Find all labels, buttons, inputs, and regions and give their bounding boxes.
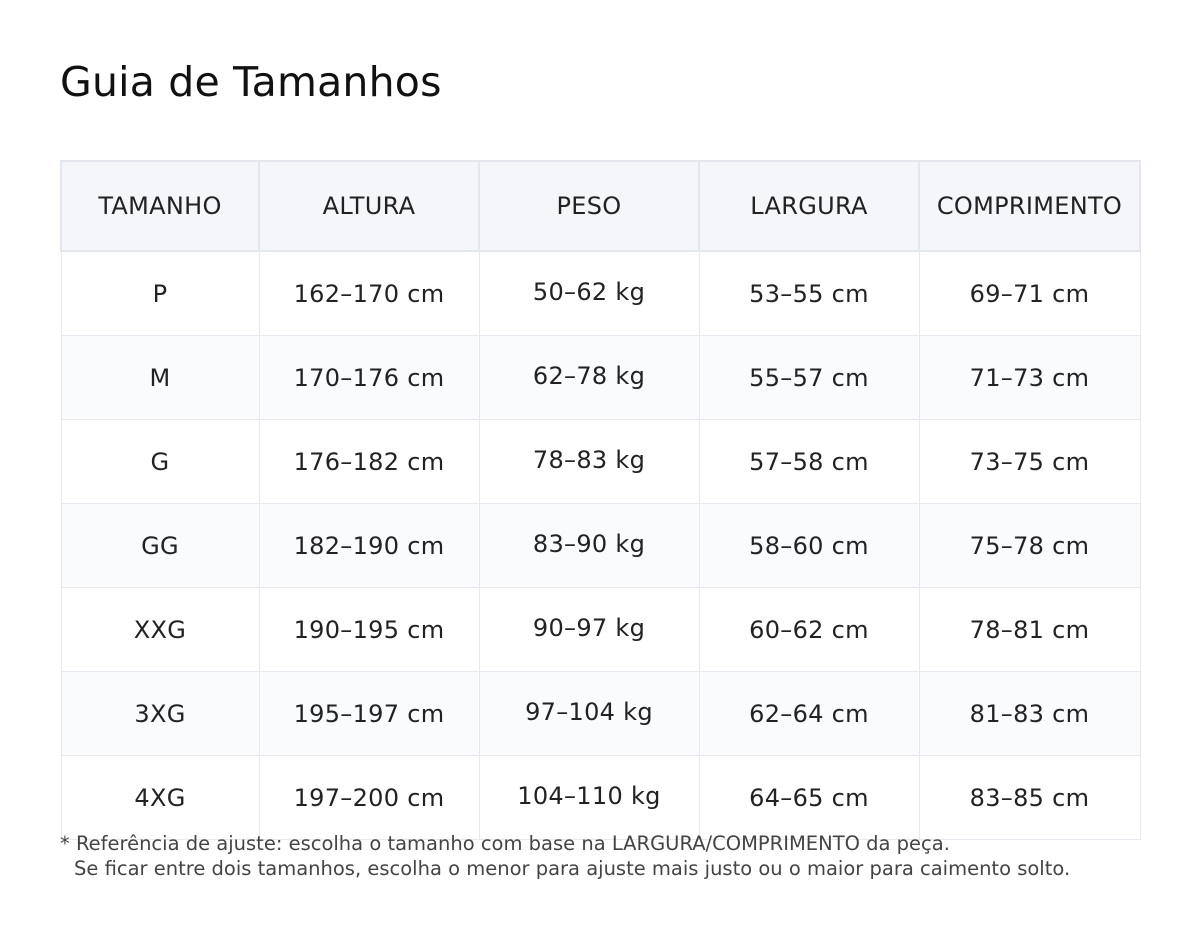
table-row: XXG 190–195 cm 90–97 kg 60–62 cm 78–81 c… (60, 587, 1141, 672)
size-chart-table: TAMANHO ALTURA PESO LARGURA COMPRIMENTO … (60, 160, 1141, 840)
cell-size: GG (60, 503, 260, 588)
cell-length: 75–78 cm (918, 503, 1141, 588)
cell-weight: 83–90 kg (478, 503, 700, 588)
cell-height: 197–200 cm (258, 755, 480, 840)
cell-length: 83–85 cm (918, 755, 1141, 840)
table-row: G 176–182 cm 78–83 kg 57–58 cm 73–75 cm (60, 419, 1141, 504)
cell-height: 176–182 cm (258, 419, 480, 504)
cell-height: 190–195 cm (258, 587, 480, 672)
cell-weight: 78–83 kg (478, 419, 700, 504)
cell-width: 62–64 cm (698, 671, 920, 756)
cell-length: 81–83 cm (918, 671, 1141, 756)
fit-reference-note: * Referência de ajuste: escolha o tamanh… (60, 831, 1195, 881)
cell-width: 57–58 cm (698, 419, 920, 504)
table-row: M 170–176 cm 62–78 kg 55–57 cm 71–73 cm (60, 335, 1141, 420)
table-row: GG 182–190 cm 83–90 kg 58–60 cm 75–78 cm (60, 503, 1141, 588)
cell-size: G (60, 419, 260, 504)
cell-width: 64–65 cm (698, 755, 920, 840)
header-row: TAMANHO ALTURA PESO LARGURA COMPRIMENTO (60, 160, 1141, 252)
page-title: Guia de Tamanhos (60, 58, 442, 106)
cell-height: 195–197 cm (258, 671, 480, 756)
cell-width: 55–57 cm (698, 335, 920, 420)
header-height: ALTURA (258, 160, 480, 252)
table-body: P 162–170 cm 50–62 kg 53–55 cm 69–71 cm … (60, 250, 1141, 840)
table-row: 3XG 195–197 cm 97–104 kg 62–64 cm 81–83 … (60, 671, 1141, 756)
cell-weight: 62–78 kg (478, 335, 700, 420)
cell-width: 53–55 cm (698, 250, 920, 336)
cell-width: 60–62 cm (698, 587, 920, 672)
table-row: 4XG 197–200 cm 104–110 kg 64–65 cm 83–85… (60, 755, 1141, 840)
cell-size: 4XG (60, 755, 260, 840)
cell-height: 170–176 cm (258, 335, 480, 420)
cell-length: 78–81 cm (918, 587, 1141, 672)
cell-length: 73–75 cm (918, 419, 1141, 504)
footnote-line-1: * Referência de ajuste: escolha o tamanh… (60, 832, 950, 855)
header-width: LARGURA (698, 160, 920, 252)
table-row: P 162–170 cm 50–62 kg 53–55 cm 69–71 cm (60, 250, 1141, 336)
footnote-line-2: Se ficar entre dois tamanhos, escolha o … (74, 857, 1071, 880)
cell-width: 58–60 cm (698, 503, 920, 588)
cell-size: M (60, 335, 260, 420)
header-length: COMPRIMENTO (918, 160, 1141, 252)
cell-weight: 50–62 kg (478, 250, 700, 336)
cell-weight: 97–104 kg (478, 671, 700, 756)
cell-height: 182–190 cm (258, 503, 480, 588)
cell-size: XXG (60, 587, 260, 672)
cell-weight: 90–97 kg (478, 587, 700, 672)
cell-size: 3XG (60, 671, 260, 756)
header-weight: PESO (478, 160, 700, 252)
table-header: TAMANHO ALTURA PESO LARGURA COMPRIMENTO (60, 160, 1141, 252)
cell-size: P (60, 250, 260, 336)
cell-length: 69–71 cm (918, 250, 1141, 336)
cell-length: 71–73 cm (918, 335, 1141, 420)
cell-height: 162–170 cm (258, 250, 480, 336)
cell-weight: 104–110 kg (478, 755, 700, 840)
header-size: TAMANHO (60, 160, 260, 252)
